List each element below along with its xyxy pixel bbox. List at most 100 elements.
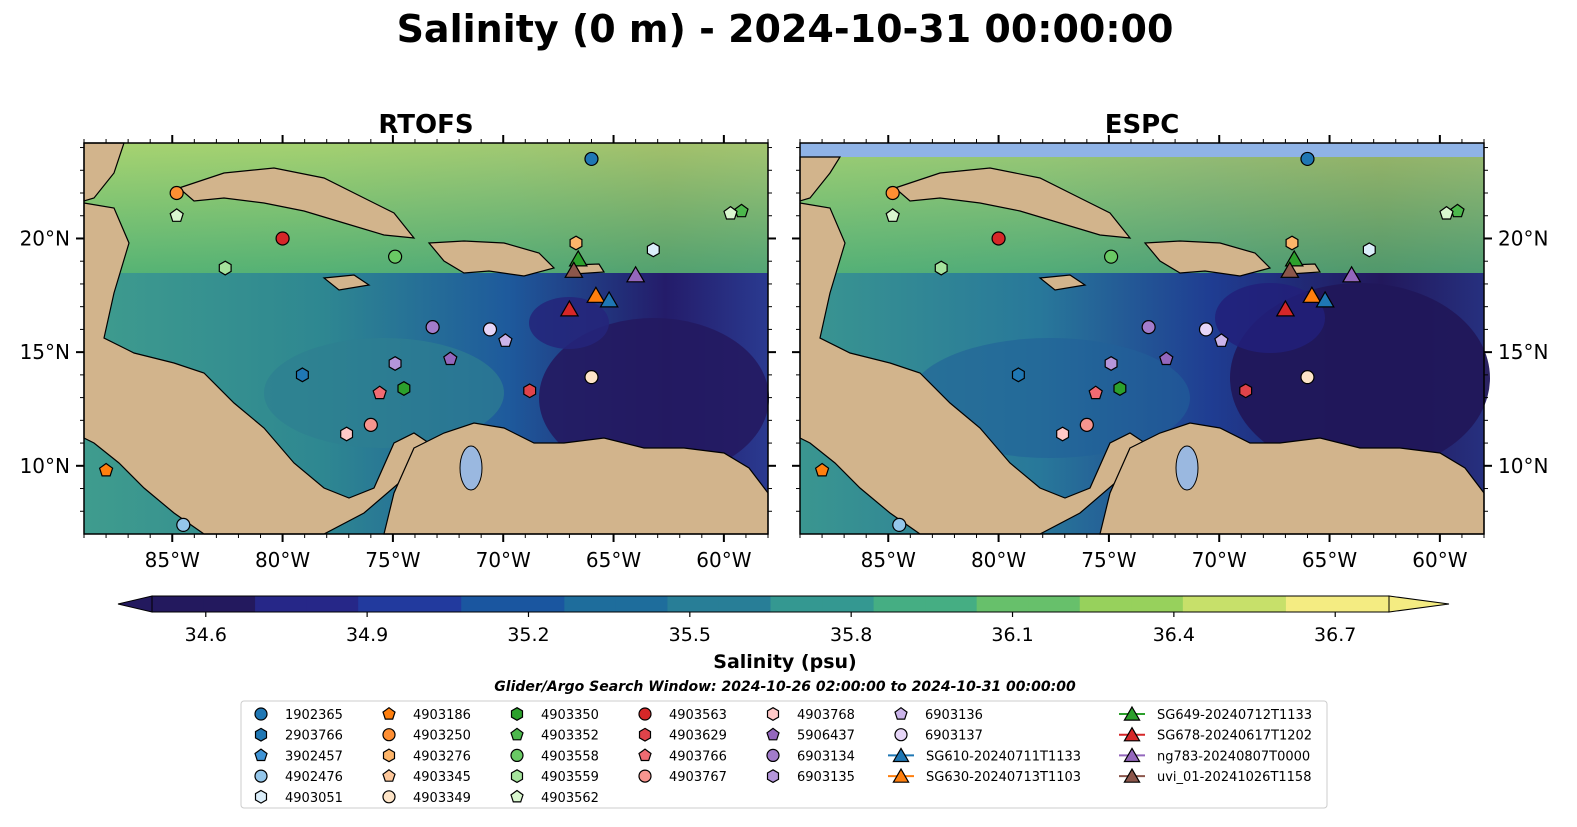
colorbar-segment xyxy=(1182,596,1235,612)
plot-frame-rtofs xyxy=(83,142,769,535)
platform-marker xyxy=(295,367,309,383)
legend-marker xyxy=(638,748,652,762)
map-rtofs xyxy=(83,142,769,535)
legend-marker xyxy=(510,789,524,803)
platform-marker xyxy=(1302,286,1322,303)
panel-title-rtofs: RTOFS xyxy=(378,110,473,140)
legend-marker xyxy=(894,728,908,742)
legend-marker xyxy=(892,767,910,783)
markers xyxy=(814,151,1465,533)
colorbar-segment xyxy=(512,596,565,612)
colorbar-segment xyxy=(152,596,205,612)
platform-marker xyxy=(1300,151,1315,167)
platform-marker xyxy=(425,320,440,335)
legend-label: 4902476 xyxy=(285,770,343,785)
legend-marker xyxy=(254,707,268,721)
legend-label: 4903559 xyxy=(541,770,599,785)
x-tick-label: 70°W xyxy=(476,548,531,572)
platform-marker xyxy=(1141,320,1156,335)
plot-frame-espc xyxy=(799,142,1485,535)
colorbar-segment xyxy=(306,596,359,612)
colorbar-segment xyxy=(718,596,772,612)
platform-marker xyxy=(1450,203,1465,218)
platform-marker xyxy=(218,260,232,276)
legend-marker xyxy=(510,748,524,763)
legend-marker xyxy=(510,769,524,784)
legend-marker xyxy=(510,707,524,721)
platform-marker xyxy=(340,426,354,442)
platform-marker xyxy=(372,385,387,400)
platform-marker xyxy=(1285,235,1299,251)
legend-marker xyxy=(254,789,268,804)
search-window-note: Glider/Argo Search Window: 2024-10-26 02… xyxy=(494,679,1076,695)
hispaniola xyxy=(1143,240,1272,277)
platform-marker xyxy=(646,242,660,258)
colorbar-tick-label: 36.4 xyxy=(1153,624,1195,646)
colorbar-segment xyxy=(976,596,1029,612)
platform-marker xyxy=(275,231,290,246)
platform-marker xyxy=(363,417,378,432)
platform-marker xyxy=(1104,356,1118,371)
legend-marker xyxy=(638,769,652,783)
platform-marker xyxy=(397,381,411,396)
cuba xyxy=(177,167,416,239)
hispaniola xyxy=(427,240,556,277)
legend-label: 4903276 xyxy=(413,749,471,764)
atlantic-high-salinity xyxy=(84,143,768,273)
legend-entries: 1902365 2903766 3902457 4902476 4903051 49031… xyxy=(254,705,1312,806)
legend-marker xyxy=(1123,767,1141,783)
platform-marker xyxy=(734,203,749,218)
platform-marker xyxy=(885,208,900,222)
x-tick-label: 70°W xyxy=(1192,548,1247,572)
platform-marker xyxy=(892,517,907,533)
legend-label: 4903767 xyxy=(669,770,727,785)
platform-marker xyxy=(1280,261,1300,278)
colorbar-segment xyxy=(1028,596,1081,612)
x-tick-label: 85°W xyxy=(861,548,916,572)
platform-marker xyxy=(991,231,1006,246)
platform-marker xyxy=(1362,242,1376,258)
legend-marker xyxy=(638,727,652,742)
legend-label: 5906437 xyxy=(797,729,855,744)
platform-marker xyxy=(584,151,599,167)
x-tick-label: 75°W xyxy=(1081,548,1136,572)
colorbar-segment xyxy=(873,596,926,612)
platform-marker xyxy=(1300,370,1315,385)
colorbar-tick-label: 35.5 xyxy=(669,624,711,646)
legend-label: SG649-20240712T1133 xyxy=(1157,708,1312,723)
legend-marker xyxy=(766,769,780,784)
platform-marker xyxy=(1275,299,1296,317)
platform-marker xyxy=(1079,417,1094,432)
legend-marker xyxy=(638,707,652,721)
platform-marker xyxy=(1198,322,1214,337)
panel-title-espc: ESPC xyxy=(1105,110,1180,140)
colorbar-tick-label: 36.7 xyxy=(1314,624,1356,646)
legend-label: 2903766 xyxy=(285,729,343,744)
legend-frame xyxy=(240,700,1328,809)
colorbar-segment xyxy=(770,596,823,612)
cuba xyxy=(893,167,1132,239)
y-tick-label: 10°N xyxy=(20,454,70,478)
atlantic-high-salinity xyxy=(800,143,1484,273)
colorbar-tick-label: 35.2 xyxy=(507,624,549,646)
y-tick-label: 20°N xyxy=(1498,226,1548,250)
legend-label: 4903563 xyxy=(669,708,727,723)
colorbar-segment xyxy=(1234,596,1287,612)
platform-marker xyxy=(586,286,606,303)
platform-marker xyxy=(1439,205,1454,220)
legend-label: 4903562 xyxy=(541,791,599,806)
colorbar-segments xyxy=(117,595,1450,613)
colorbar-segment xyxy=(822,596,875,612)
legend-label: 6903137 xyxy=(925,729,983,744)
platform-marker xyxy=(1088,385,1103,400)
low-salinity-eddy xyxy=(529,297,609,349)
colorbar-extend-low xyxy=(117,595,153,613)
legend-label: SG630-20240713T1103 xyxy=(926,770,1081,785)
legend-marker xyxy=(766,727,780,741)
lake-maracaibo xyxy=(1175,445,1199,491)
legend-label: 6903135 xyxy=(797,770,855,785)
x-tick-label: 80°W xyxy=(971,548,1026,572)
platform-marker xyxy=(482,322,498,337)
ticks-espc: 85°W 80°W 75°W 70°W 65°W 60°W 10°N 15°N 20°N xyxy=(792,135,1548,572)
